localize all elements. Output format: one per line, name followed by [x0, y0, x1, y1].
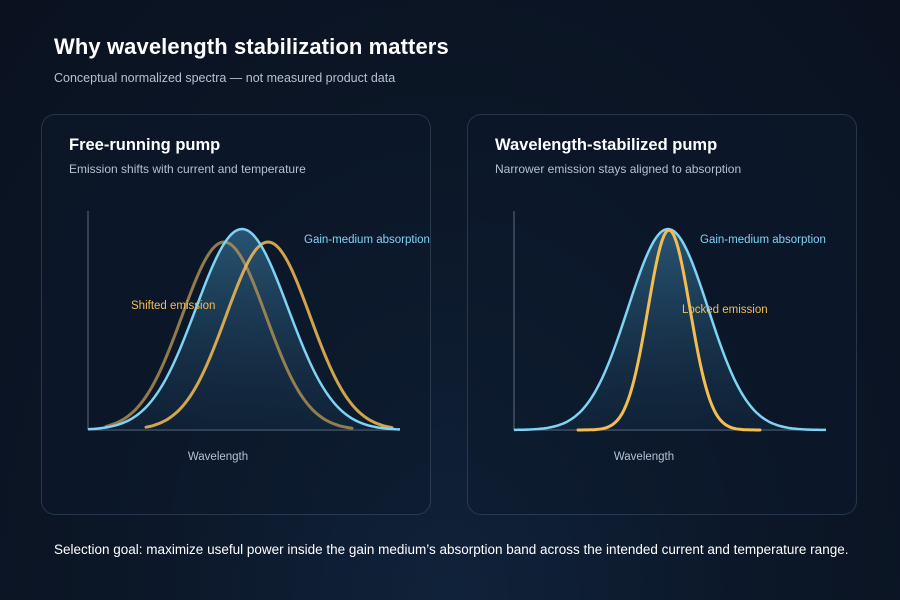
emission-curve-shifted-short [104, 240, 354, 430]
emission-curve-shifted-long [144, 240, 394, 430]
free-running-plot: Gain-medium absorption Shifted emission … [87, 211, 430, 463]
absorption-fill [514, 229, 826, 430]
page-subtitle: Conceptual normalized spectra — not meas… [54, 71, 396, 85]
stabilized-panel: Wavelength-stabilized pump Narrower emis… [467, 114, 857, 515]
emission-curve-locked [576, 228, 762, 432]
emission-label: Locked emission [682, 304, 768, 316]
x-axis-label: Wavelength [614, 451, 674, 463]
absorption-label: Gain-medium absorption [304, 234, 430, 246]
free-running-panel: Free-running pump Emission shifts with c… [41, 114, 431, 515]
panel-title: Wavelength-stabilized pump [495, 136, 718, 154]
absorption-curve [87, 227, 400, 431]
panel-subtitle: Narrower emission stays aligned to absor… [495, 162, 742, 176]
emission-label: Shifted emission [131, 300, 215, 312]
selection-goal-note: Selection goal: maximize useful power in… [54, 542, 849, 557]
panel-title: Free-running pump [69, 136, 221, 154]
absorption-label: Gain-medium absorption [700, 234, 826, 246]
page-title: Why wavelength stabilization matters [54, 34, 449, 59]
panel-subtitle: Emission shifts with current and tempera… [69, 162, 306, 176]
x-axis-label: Wavelength [188, 451, 248, 463]
stabilized-plot: Gain-medium absorption Locked emission W… [513, 211, 826, 463]
